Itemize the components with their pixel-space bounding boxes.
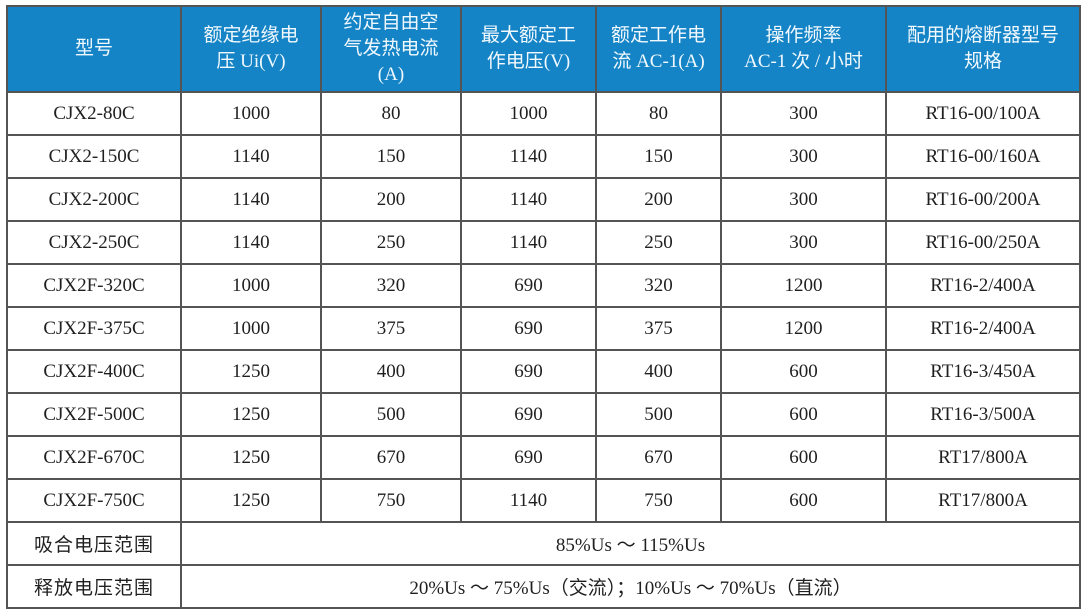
value-cell: RT17/800A xyxy=(885,478,1081,523)
value-cell: RT16-2/400A xyxy=(885,263,1081,308)
value-cell: 670 xyxy=(320,435,462,480)
value-cell: 1000 xyxy=(460,91,597,136)
col-header-operating-frequency: 操作频率 AC-1 次 / 小时 xyxy=(720,5,887,93)
value-cell: 1140 xyxy=(180,134,322,179)
value-cell: 375 xyxy=(320,306,462,351)
value-cell: 300 xyxy=(720,91,887,136)
spec-table: 型号 额定绝缘电压 Ui(V) 约定自由空气发热电流(A) 最大额定工作电压(V… xyxy=(6,5,1081,609)
value-cell: RT16-3/450A xyxy=(885,349,1081,394)
value-cell: 690 xyxy=(460,392,597,437)
value-cell: 250 xyxy=(595,220,722,265)
model-cell: CJX2F-500C xyxy=(6,392,182,437)
table-row: CJX2-200C 1140 200 1140 200 300 RT16-00/… xyxy=(6,177,1081,222)
value-cell: 320 xyxy=(320,263,462,308)
value-cell: 690 xyxy=(460,435,597,480)
col-header-insulation-voltage: 额定绝缘电压 Ui(V) xyxy=(180,5,322,93)
col-header-working-current: 额定工作电流 AC-1(A) xyxy=(595,5,722,93)
value-cell: RT16-3/500A xyxy=(885,392,1081,437)
value-cell: 400 xyxy=(320,349,462,394)
model-cell: CJX2F-320C xyxy=(6,263,182,308)
value-cell: 750 xyxy=(320,478,462,523)
value-cell: 600 xyxy=(720,349,887,394)
footer-row-release-voltage: 释放电压范围 20%Us ～ 75%Us（交流）；10%Us ～ 70%Us（直… xyxy=(6,564,1081,609)
model-cell: CJX2F-400C xyxy=(6,349,182,394)
value-cell: 690 xyxy=(460,306,597,351)
value-cell: 500 xyxy=(595,392,722,437)
value-cell: RT16-00/250A xyxy=(885,220,1081,265)
value-cell: 150 xyxy=(595,134,722,179)
value-cell: 1140 xyxy=(180,177,322,222)
table-row: CJX2-150C 1140 150 1140 150 300 RT16-00/… xyxy=(6,134,1081,179)
value-cell: RT16-2/400A xyxy=(885,306,1081,351)
col-header-thermal-current: 约定自由空气发热电流(A) xyxy=(320,5,462,93)
header-row: 型号 额定绝缘电压 Ui(V) 约定自由空气发热电流(A) 最大额定工作电压(V… xyxy=(6,5,1081,93)
footer-value: 85%Us ～ 115%Us xyxy=(180,521,1081,566)
table-row: CJX2F-375C 1000 375 690 375 1200 RT16-2/… xyxy=(6,306,1081,351)
value-cell: 750 xyxy=(595,478,722,523)
value-cell: 1250 xyxy=(180,392,322,437)
value-cell: 1200 xyxy=(720,263,887,308)
col-header-max-working-voltage: 最大额定工作电压(V) xyxy=(460,5,597,93)
value-cell: RT17/800A xyxy=(885,435,1081,480)
value-cell: 1250 xyxy=(180,435,322,480)
value-cell: 200 xyxy=(595,177,722,222)
value-cell: RT16-00/100A xyxy=(885,91,1081,136)
footer-label: 释放电压范围 xyxy=(6,564,182,609)
footer-row-pickup-voltage: 吸合电压范围 85%Us ～ 115%Us xyxy=(6,521,1081,566)
model-cell: CJX2-200C xyxy=(6,177,182,222)
value-cell: 690 xyxy=(460,349,597,394)
col-header-model: 型号 xyxy=(6,5,182,93)
model-cell: CJX2F-750C xyxy=(6,478,182,523)
value-cell: 1250 xyxy=(180,349,322,394)
table-row: CJX2F-400C 1250 400 690 400 600 RT16-3/4… xyxy=(6,349,1081,394)
value-cell: 400 xyxy=(595,349,722,394)
value-cell: 300 xyxy=(720,177,887,222)
table-row: CJX2F-500C 1250 500 690 500 600 RT16-3/5… xyxy=(6,392,1081,437)
value-cell: 300 xyxy=(720,134,887,179)
table-row: CJX2F-320C 1000 320 690 320 1200 RT16-2/… xyxy=(6,263,1081,308)
value-cell: RT16-00/160A xyxy=(885,134,1081,179)
value-cell: 80 xyxy=(320,91,462,136)
value-cell: 250 xyxy=(320,220,462,265)
value-cell: 320 xyxy=(595,263,722,308)
value-cell: 500 xyxy=(320,392,462,437)
value-cell: 150 xyxy=(320,134,462,179)
value-cell: 80 xyxy=(595,91,722,136)
table-row: CJX2-250C 1140 250 1140 250 300 RT16-00/… xyxy=(6,220,1081,265)
value-cell: 600 xyxy=(720,478,887,523)
value-cell: 690 xyxy=(460,263,597,308)
model-cell: CJX2-150C xyxy=(6,134,182,179)
model-cell: CJX2-80C xyxy=(6,91,182,136)
value-cell: 1000 xyxy=(180,91,322,136)
value-cell: 1140 xyxy=(460,177,597,222)
value-cell: 1200 xyxy=(720,306,887,351)
model-cell: CJX2F-375C xyxy=(6,306,182,351)
value-cell: 1000 xyxy=(180,306,322,351)
value-cell: 375 xyxy=(595,306,722,351)
col-header-fuse-spec: 配用的熔断器型号规格 xyxy=(885,5,1081,93)
value-cell: 670 xyxy=(595,435,722,480)
value-cell: 1140 xyxy=(460,220,597,265)
value-cell: 1140 xyxy=(460,134,597,179)
footer-label: 吸合电压范围 xyxy=(6,521,182,566)
value-cell: 1140 xyxy=(180,220,322,265)
value-cell: 600 xyxy=(720,392,887,437)
table-row: CJX2F-670C 1250 670 690 670 600 RT17/800… xyxy=(6,435,1081,480)
model-cell: CJX2-250C xyxy=(6,220,182,265)
table-row: CJX2-80C 1000 80 1000 80 300 RT16-00/100… xyxy=(6,91,1081,136)
value-cell: 300 xyxy=(720,220,887,265)
value-cell: 600 xyxy=(720,435,887,480)
value-cell: RT16-00/200A xyxy=(885,177,1081,222)
value-cell: 1000 xyxy=(180,263,322,308)
value-cell: 200 xyxy=(320,177,462,222)
footer-value: 20%Us ～ 75%Us（交流）；10%Us ～ 70%Us（直流） xyxy=(180,564,1081,609)
value-cell: 1250 xyxy=(180,478,322,523)
table-row: CJX2F-750C 1250 750 1140 750 600 RT17/80… xyxy=(6,478,1081,523)
model-cell: CJX2F-670C xyxy=(6,435,182,480)
value-cell: 1140 xyxy=(460,478,597,523)
